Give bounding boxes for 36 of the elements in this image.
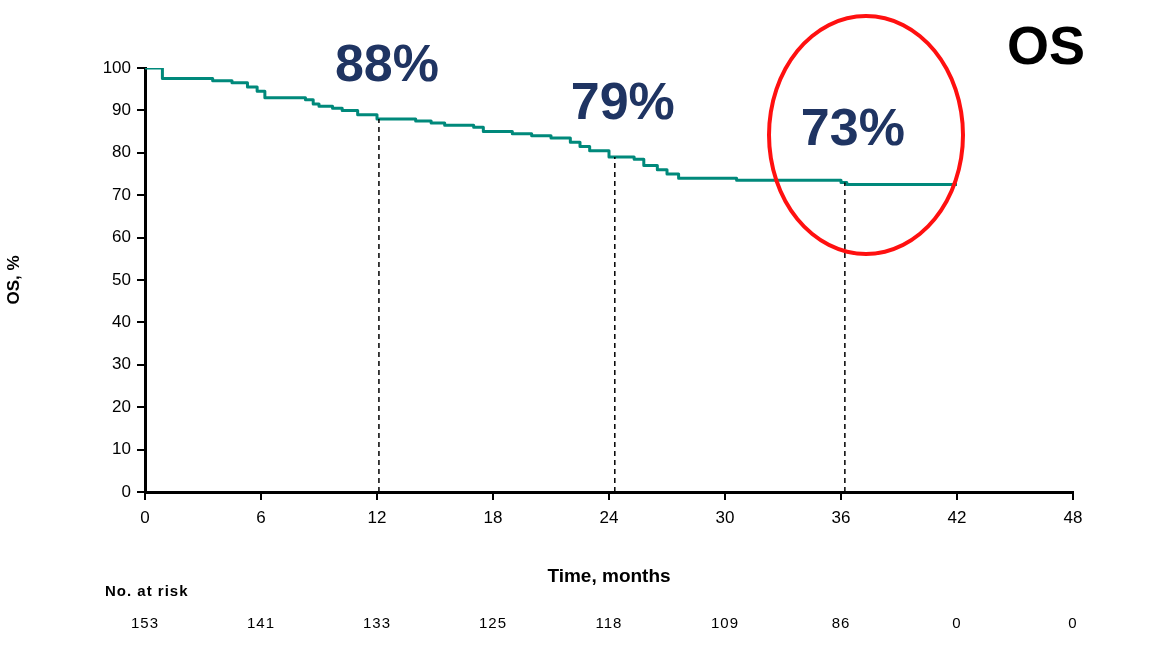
x-tick-label: 30 — [715, 507, 735, 527]
y-tick-label: 30 — [112, 354, 131, 374]
y-tick-label: 0 — [121, 481, 131, 501]
x-tick-label: 18 — [483, 507, 503, 527]
y-axis-title: OS, % — [3, 255, 23, 305]
y-tick-label: 90 — [112, 100, 131, 120]
x-tick-label: 42 — [947, 507, 967, 527]
text: 141 — [246, 614, 276, 632]
x-tick-label: 24 — [599, 507, 619, 527]
x-tick-label: 12 — [367, 507, 387, 527]
x-tick-label: 0 — [140, 507, 150, 527]
x-axis-title: Time, months — [547, 564, 671, 586]
y-tick-label: 20 — [112, 396, 131, 416]
y-tick-label: 100 — [102, 57, 131, 77]
text: 125 — [478, 614, 508, 632]
annotation: 79% — [570, 72, 675, 131]
text: 0 — [952, 614, 962, 632]
annotation: 73% — [800, 97, 905, 156]
y-tick-label: 80 — [112, 142, 131, 162]
text: 86 — [831, 614, 851, 632]
x-tick-label: 36 — [831, 507, 851, 527]
text: 109 — [710, 614, 740, 632]
text: 118 — [595, 614, 623, 632]
text: 0 — [1068, 614, 1078, 632]
y-tick-label: 70 — [112, 184, 131, 204]
y-tick-label: 60 — [112, 227, 131, 247]
text: No. at risk — [105, 582, 189, 600]
y-tick-label: 10 — [112, 439, 131, 459]
annotation: 88% — [334, 34, 439, 93]
x-tick-label: 6 — [256, 507, 266, 527]
x-tick-label: 48 — [1063, 507, 1083, 527]
y-tick-label: 40 — [112, 312, 131, 332]
chart-title: OS — [1006, 14, 1085, 75]
text: 153 — [130, 614, 160, 632]
y-tick-label: 50 — [112, 269, 131, 289]
text: 133 — [362, 614, 392, 632]
